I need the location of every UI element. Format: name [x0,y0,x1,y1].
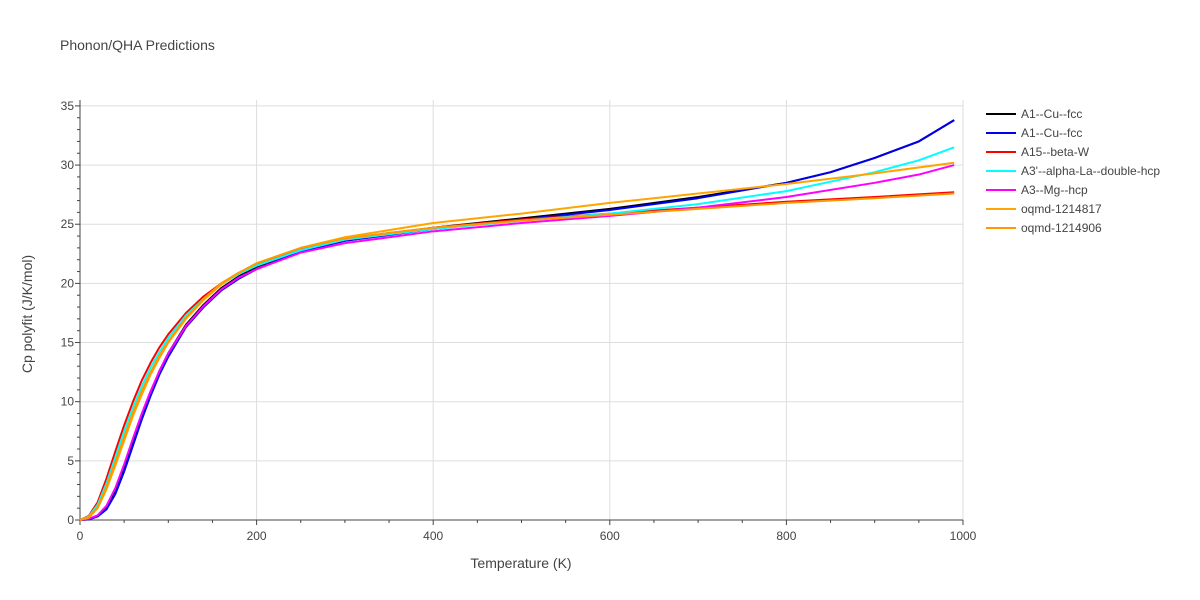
legend-label: oqmd-1214817 [1021,202,1102,216]
y-tick-label: 15 [61,336,75,350]
legend-label: oqmd-1214906 [1021,221,1102,235]
grid [80,100,964,520]
axes: 0 200 400 600 800 1000 0 5 10 15 20 25 30 35 [61,99,977,543]
legend-item[interactable]: oqmd-1214817 [986,202,1102,216]
legend-item[interactable]: A3--Mg--hcp [986,183,1088,197]
y-tick-label: 5 [67,454,74,468]
legend-item[interactable]: A15--beta-W [986,145,1090,159]
chart-title: Phonon/QHA Predictions [60,37,215,53]
x-tick-label: 400 [423,529,443,543]
legend-item[interactable]: oqmd-1214906 [986,221,1102,235]
x-tick-label: 0 [77,529,84,543]
legend[interactable]: A1--Cu--fcc A1--Cu--fcc A15--beta-W A3'--al… [986,107,1160,235]
plot-area [79,119,955,521]
x-axis-title: Temperature (K) [470,555,571,571]
legend-item[interactable]: A1--Cu--fcc [986,126,1082,140]
x-tick-label: 800 [776,529,796,543]
y-tick-label: 10 [61,395,75,409]
legend-item[interactable]: A1--Cu--fcc [986,107,1082,121]
x-tick-label: 200 [247,529,267,543]
legend-item[interactable]: A3'--alpha-La--double-hcp [986,164,1160,178]
legend-label: A3'--alpha-La--double-hcp [1021,164,1160,178]
legend-label: A15--beta-W [1021,145,1090,159]
y-axis-title: Cp polyfit (J/K/mol) [19,255,35,373]
legend-label: A1--Cu--fcc [1021,126,1082,140]
y-tick-label: 35 [61,99,75,113]
x-tick-label: 600 [600,529,620,543]
legend-label: A1--Cu--fcc [1021,107,1082,121]
y-tick-label: 25 [61,217,75,231]
y-tick-label: 30 [61,158,75,172]
y-tick-label: 20 [61,276,75,290]
y-tick-label: 0 [67,513,74,527]
x-tick-label: 1000 [950,529,977,543]
legend-label: A3--Mg--hcp [1021,183,1088,197]
series-line [79,192,955,521]
